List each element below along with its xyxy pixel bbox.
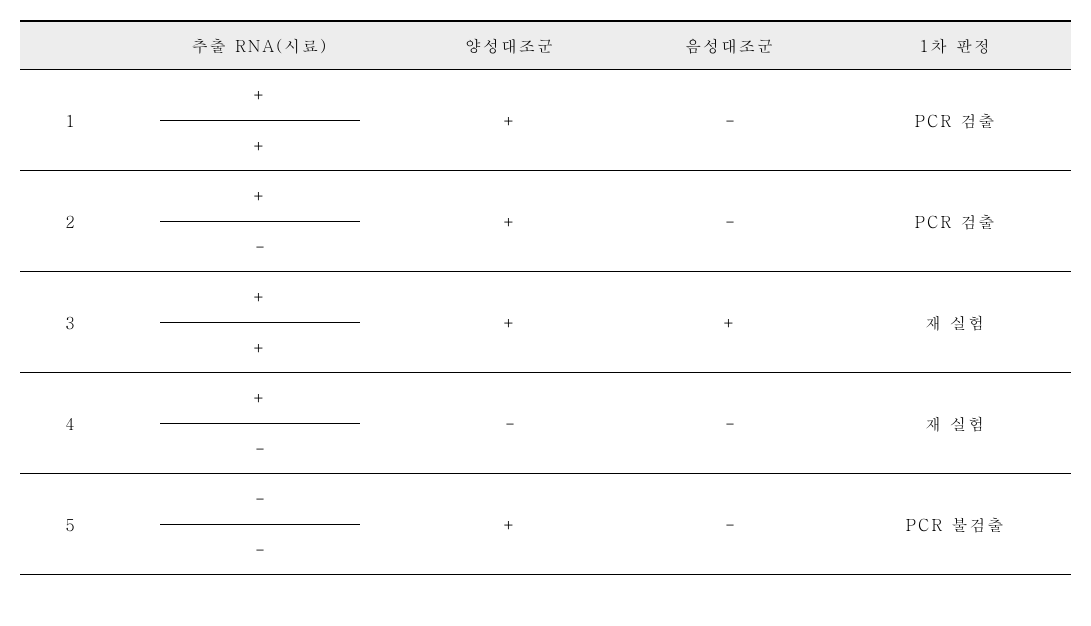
rna-bottom: -	[120, 222, 400, 272]
result: 재 실험	[840, 373, 1071, 474]
table-header-row: 추출 RNA(시료) 양성대조군 음성대조군 1차 판정	[20, 21, 1071, 70]
rna-bottom: -	[120, 525, 400, 575]
rna-cell: + +	[120, 70, 400, 171]
rna-bottom: -	[120, 424, 400, 474]
result: PCR 검출	[840, 171, 1071, 272]
row-index: 4	[20, 373, 120, 474]
header-result: 1차 판정	[840, 21, 1071, 70]
rna-top: +	[120, 171, 400, 221]
table-row: 1 + + + - PCR 검출	[20, 70, 1071, 171]
negative-control: -	[620, 70, 840, 171]
rna-cell: + -	[120, 171, 400, 272]
negative-control: +	[620, 272, 840, 373]
row-index: 1	[20, 70, 120, 171]
negative-control: -	[620, 373, 840, 474]
negative-control: -	[620, 474, 840, 575]
negative-control: -	[620, 171, 840, 272]
row-index: 3	[20, 272, 120, 373]
rna-cell: + -	[120, 373, 400, 474]
header-positive: 양성대조군	[400, 21, 620, 70]
positive-control: +	[400, 272, 620, 373]
rna-cell: - -	[120, 474, 400, 575]
positive-control: -	[400, 373, 620, 474]
row-index: 5	[20, 474, 120, 575]
table-row: 2 + - + - PCR 검출	[20, 171, 1071, 272]
positive-control: +	[400, 171, 620, 272]
header-rna: 추출 RNA(시료)	[120, 21, 400, 70]
pcr-result-table: 추출 RNA(시료) 양성대조군 음성대조군 1차 판정 1 + + + - P…	[20, 20, 1071, 575]
header-negative: 음성대조군	[620, 21, 840, 70]
result: 재 실험	[840, 272, 1071, 373]
table-row: 4 + - - - 재 실험	[20, 373, 1071, 474]
rna-bottom: +	[120, 121, 400, 171]
row-index: 2	[20, 171, 120, 272]
header-index	[20, 21, 120, 70]
table-row: 3 + + + + 재 실험	[20, 272, 1071, 373]
rna-top: +	[120, 373, 400, 423]
rna-top: -	[120, 474, 400, 524]
rna-cell: + +	[120, 272, 400, 373]
positive-control: +	[400, 474, 620, 575]
rna-top: +	[120, 272, 400, 322]
table-row: 5 - - + - PCR 불검출	[20, 474, 1071, 575]
result: PCR 검출	[840, 70, 1071, 171]
rna-bottom: +	[120, 323, 400, 373]
result: PCR 불검출	[840, 474, 1071, 575]
rna-top: +	[120, 70, 400, 120]
positive-control: +	[400, 70, 620, 171]
